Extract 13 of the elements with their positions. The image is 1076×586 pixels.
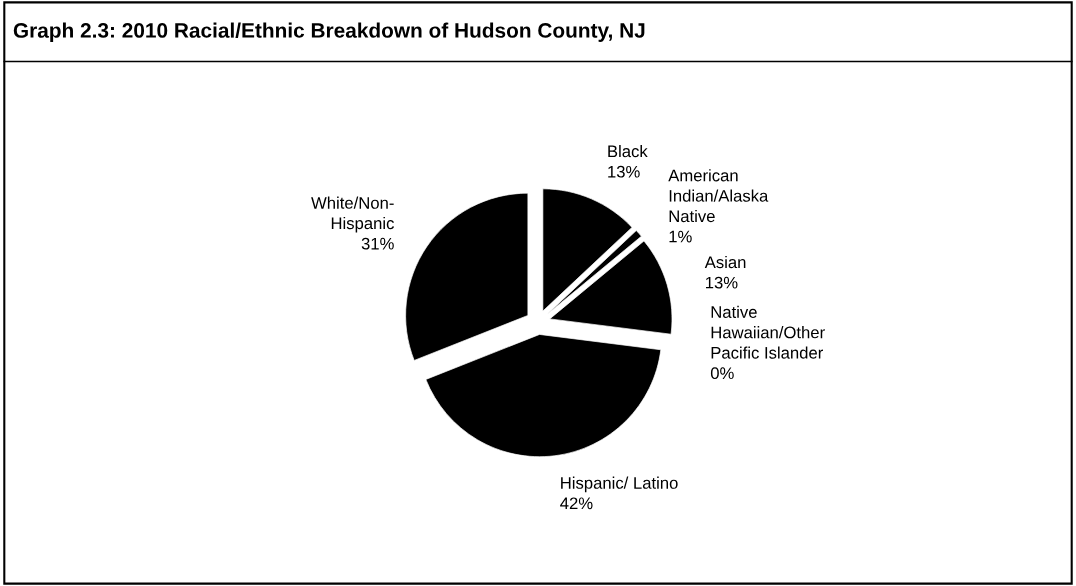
category-label: Native Hawaiian/Other Pacific Islander [711, 305, 825, 359]
slice-label: Asian [704, 255, 746, 269]
chart-title: Graph 2.3: 2010 Racial/Ethnic Breakdown of Hudson County, NJ [13, 22, 645, 42]
data-label: 42% [560, 497, 593, 510]
data-label: 13% [608, 165, 640, 178]
slice-label: Hispanic/ Latino [561, 476, 678, 493]
data-label: 1% [669, 230, 692, 243]
data-label: 31% [361, 237, 394, 250]
text: 0% [710, 367, 734, 380]
slice-label: American Indian/Alaska Native [668, 169, 769, 223]
data-label: 13% [706, 276, 738, 289]
slice-label: White/Non- Hispanic [311, 196, 394, 233]
slice-label: Black [608, 145, 648, 158]
